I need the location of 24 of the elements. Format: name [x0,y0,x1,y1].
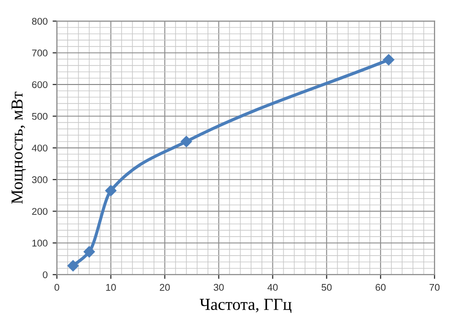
point [84,246,95,258]
x-tick-label: 40 [267,284,278,291]
y-tick-label: 800 [32,18,48,25]
y-tick-label: 700 [32,50,48,56]
x-axis-title: Частота, ГГц [200,298,292,314]
y-tick-label: 200 [32,208,48,215]
point [383,54,394,66]
point [67,260,79,272]
y-tick-label: 400 [32,144,48,152]
y-tick-label: 600 [32,81,48,88]
y-tick-label: 100 [32,240,48,247]
point [180,136,192,148]
x-tick-label: 30 [214,284,224,291]
x-tick-label: 20 [160,284,170,291]
x-tick-label: 60 [376,284,386,291]
point [105,185,116,196]
y-tick-label: 500 [32,112,48,120]
x-tick-label: 0 [54,284,60,291]
x-tick-label: 50 [322,284,332,291]
y-tick-label: 0 [42,271,48,278]
y-tick-label: 300 [32,176,48,184]
x-tick-label: 70 [430,284,440,291]
x-tick-label: 10 [106,284,116,291]
y-axis-title: Мощность, мВт [12,92,26,204]
